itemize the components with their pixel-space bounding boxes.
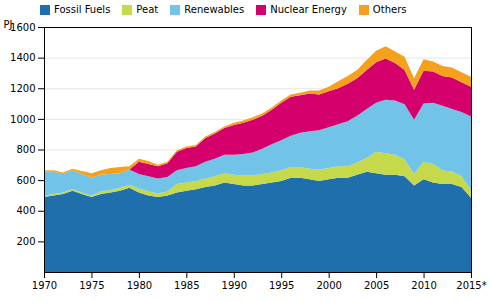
html-text:Nuclear Energy: Nuclear Energy — [270, 4, 347, 15]
svg-text:1985: 1985 — [174, 280, 199, 291]
html-text:Fossil Fuels: Fossil Fuels — [54, 4, 111, 15]
svg-text:1000: 1000 — [10, 114, 35, 125]
svg-text:1990: 1990 — [222, 280, 247, 291]
svg-text:2000: 2000 — [316, 280, 341, 291]
svg-text:1980: 1980 — [127, 280, 152, 291]
svg-text:2015*: 2015* — [456, 280, 486, 291]
svg-text:1400: 1400 — [10, 52, 35, 63]
svg-text:1970: 1970 — [32, 280, 57, 291]
svg-text:1600: 1600 — [10, 22, 35, 33]
html-text:Peat: Peat — [136, 4, 159, 15]
html-text:Renewables: Renewables — [184, 4, 245, 15]
svg-text:800: 800 — [16, 144, 35, 155]
svg-text:PJ: PJ — [4, 19, 13, 30]
svg-text:2005: 2005 — [364, 280, 389, 291]
svg-text:600: 600 — [16, 175, 35, 186]
html-text:Others: Others — [372, 4, 407, 15]
svg-text:200: 200 — [16, 236, 35, 247]
svg-text:1995: 1995 — [269, 280, 294, 291]
svg-text:2010: 2010 — [411, 280, 436, 291]
svg-text:400: 400 — [16, 205, 35, 216]
svg-text:1200: 1200 — [10, 83, 35, 94]
svg-text:1975: 1975 — [79, 280, 104, 291]
